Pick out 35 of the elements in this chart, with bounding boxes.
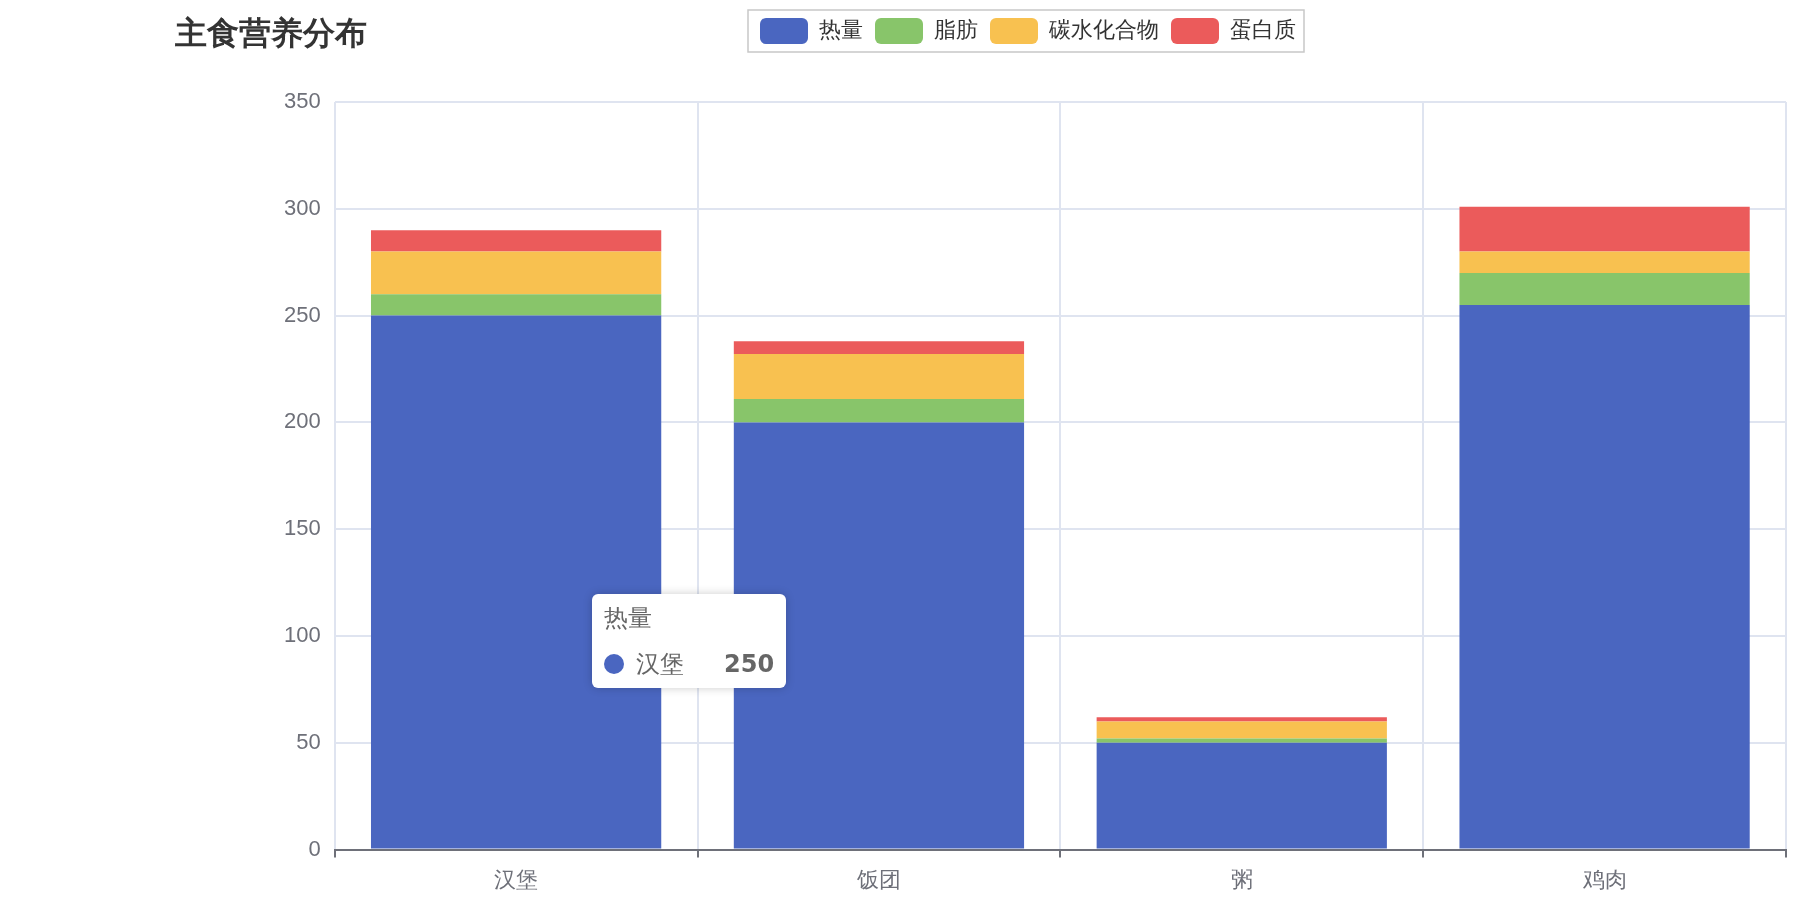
- x-tick-label: 粥: [1230, 866, 1253, 892]
- y-tick-label: 200: [283, 408, 321, 434]
- y-tick-label: 0: [308, 835, 321, 861]
- y-tick-label: 250: [283, 301, 321, 327]
- y-tick-label: 300: [283, 194, 321, 220]
- chart-title: 主食营养分布: [175, 13, 367, 54]
- bar: [370, 230, 662, 252]
- y-tick-label: 50: [296, 728, 321, 754]
- bar: [1459, 251, 1750, 273]
- legend-label: 脂肪: [934, 16, 978, 42]
- bar: [370, 294, 662, 316]
- annotation: 热量: [604, 603, 653, 634]
- bar: [733, 341, 1025, 355]
- annotation: 汉堡: [636, 649, 684, 680]
- bar: [733, 398, 1025, 423]
- legend-label: 热量: [819, 16, 863, 42]
- x-tick-label: 饭团: [855, 866, 901, 892]
- bar: [1459, 304, 1750, 849]
- bar: [370, 251, 662, 295]
- bar: [1096, 738, 1387, 743]
- y-tick-label: 350: [283, 88, 321, 114]
- legend-label: 蛋白质: [1230, 16, 1296, 42]
- bar: [1096, 717, 1387, 722]
- bar: [733, 354, 1025, 399]
- x-tick-label: 鸡肉: [1581, 866, 1627, 892]
- y-tick-label: 150: [283, 515, 321, 541]
- bar: [1459, 206, 1750, 252]
- bar: [1096, 742, 1387, 849]
- x-tick-label: 汉堡: [494, 866, 539, 892]
- bar: [1459, 272, 1750, 305]
- annotation: 250: [724, 650, 775, 678]
- bar: [1096, 721, 1387, 739]
- y-tick-label: 100: [283, 622, 321, 648]
- bar: [370, 315, 662, 849]
- legend-label: 碳水化合物: [1048, 16, 1159, 42]
